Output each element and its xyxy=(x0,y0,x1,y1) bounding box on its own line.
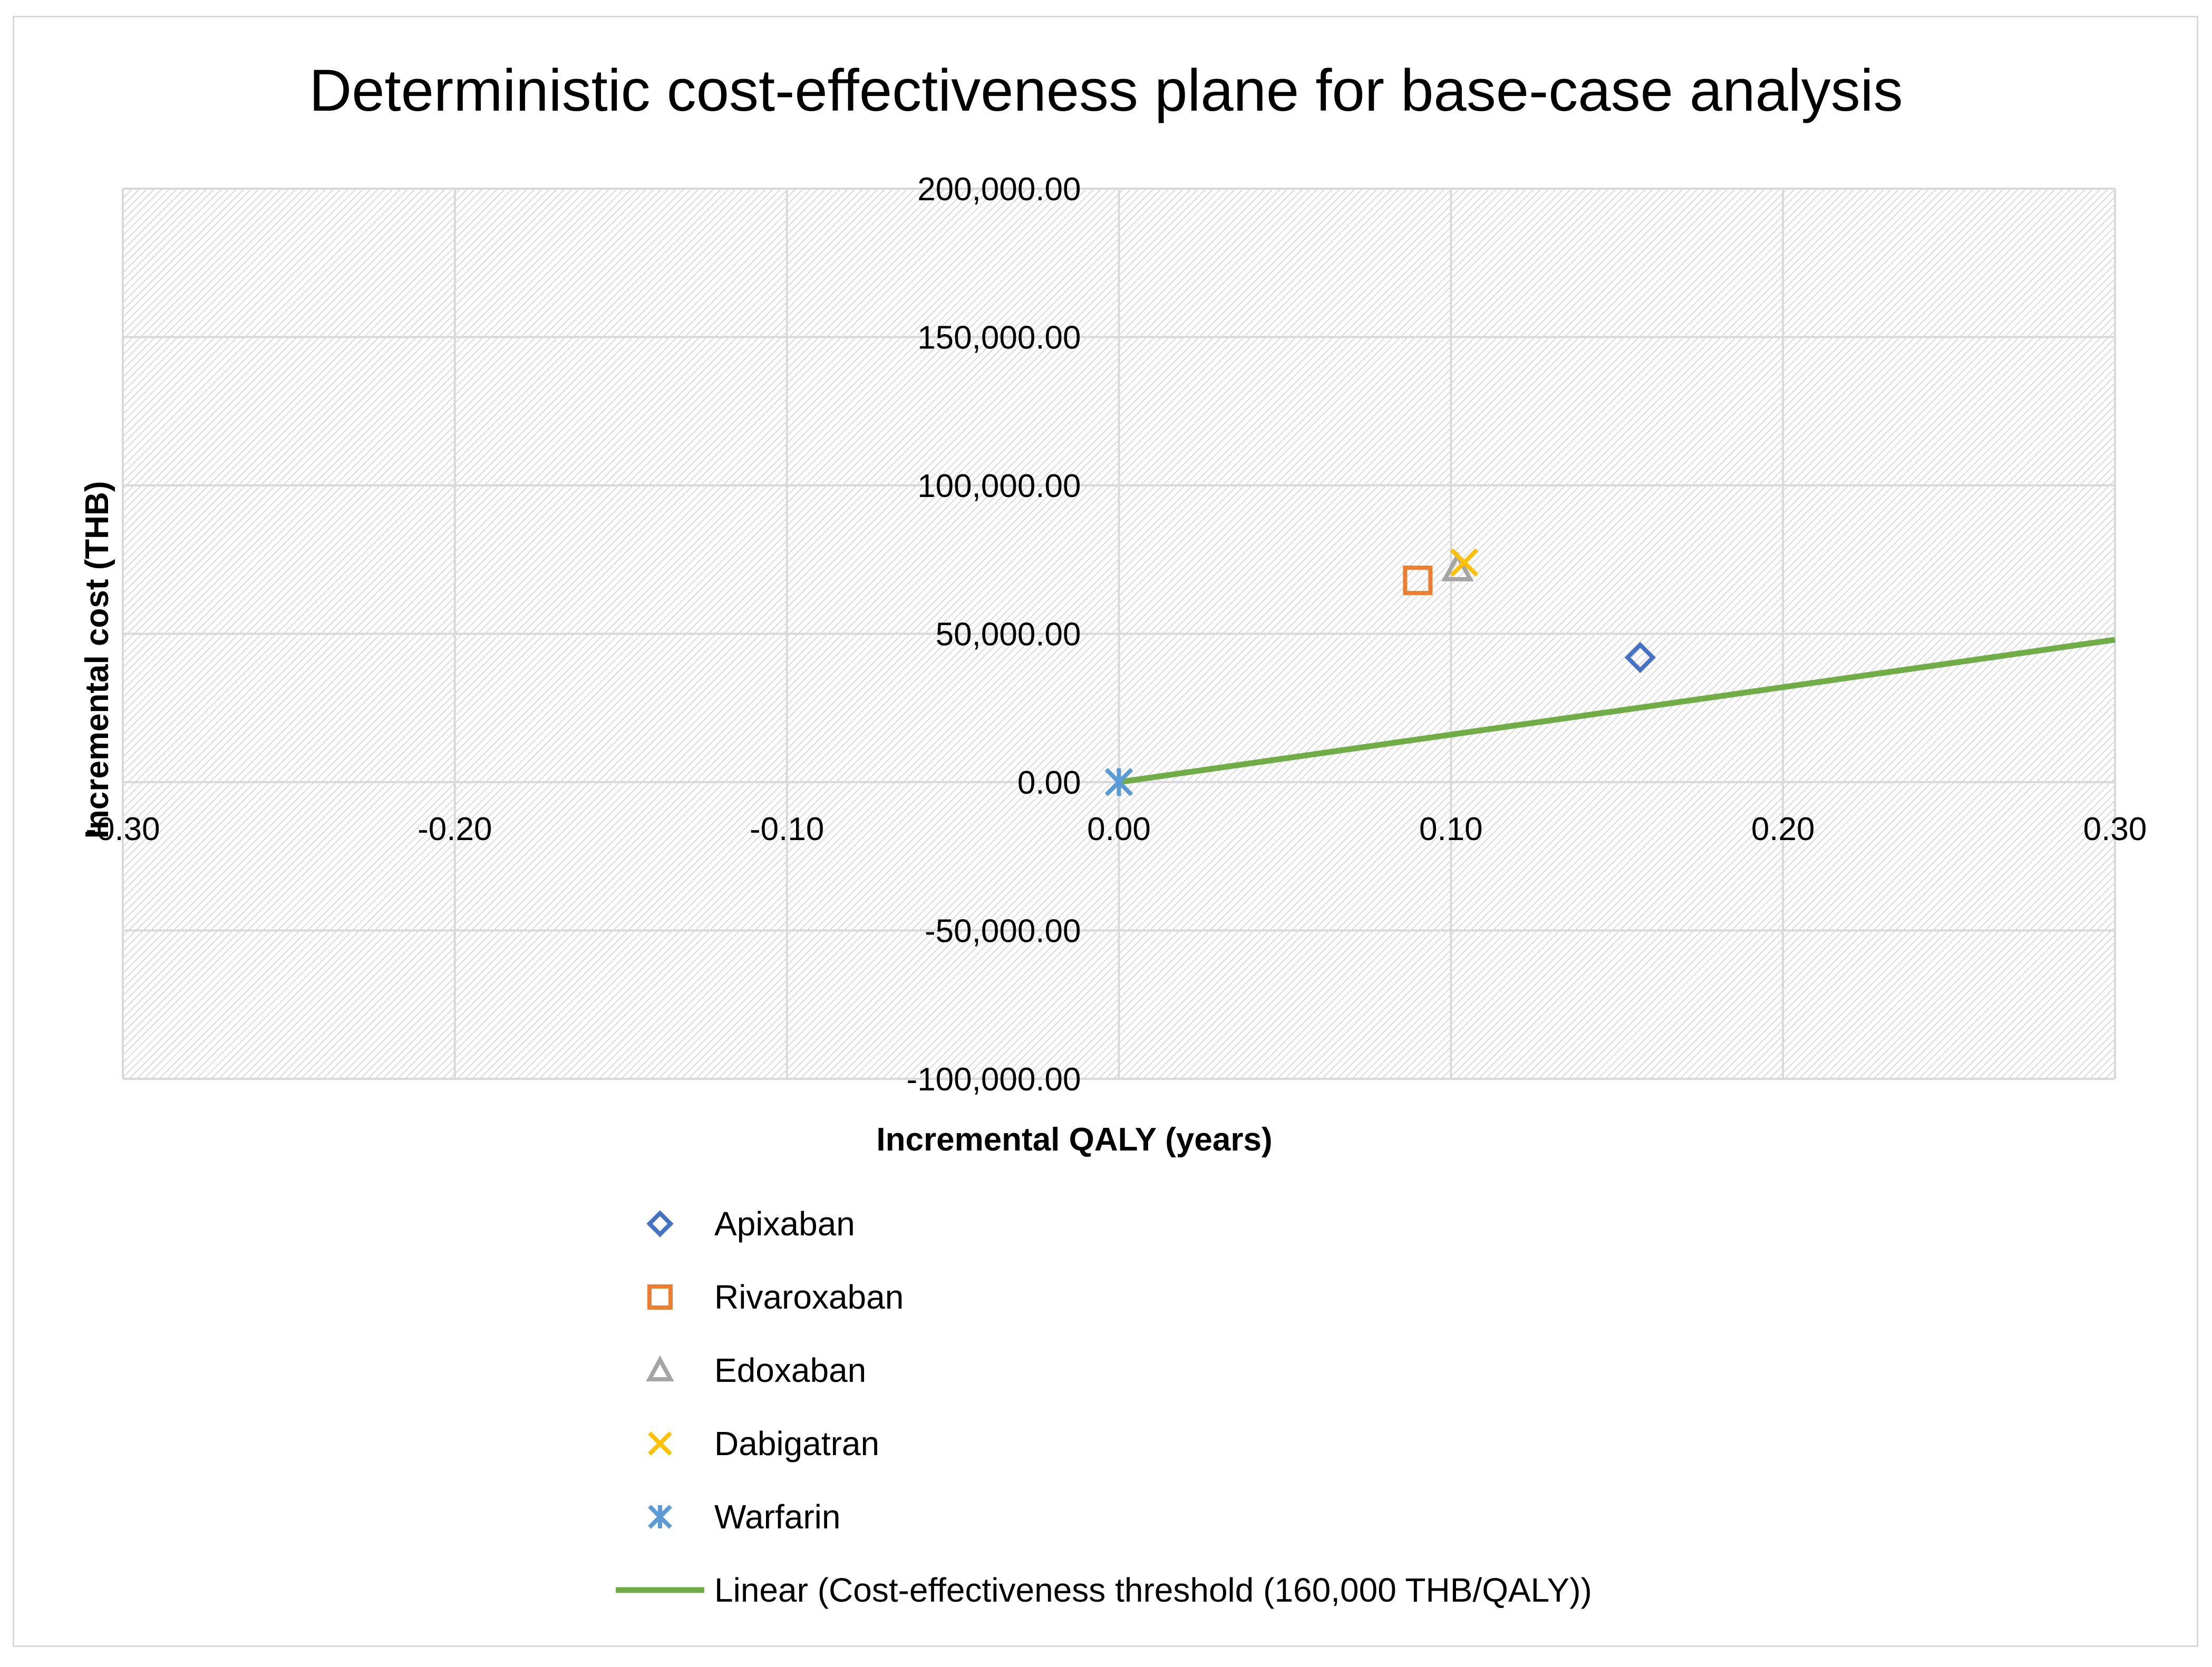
data-point-apixaban xyxy=(1624,641,1656,674)
chart-title: Deterministic cost-effectiveness plane f… xyxy=(309,57,1903,123)
y-axis-label: Incremental cost (THB) xyxy=(79,481,115,839)
legend: Apixaban Rivaroxaban Edoxaban Dabigatran War… xyxy=(616,1205,1592,1609)
x-axis-label: Incremental QALY (years) xyxy=(876,1122,1272,1158)
legend-label: Linear (Cost-effectiveness threshold (16… xyxy=(714,1571,1592,1609)
legend-marker-warfarin xyxy=(648,1505,672,1529)
y-tick-label: 150,000.00 xyxy=(917,320,1081,356)
x-marker-stroke xyxy=(1450,548,1479,577)
y-tick-label: -50,000.00 xyxy=(925,913,1081,950)
legend-label: Dabigatran xyxy=(714,1425,879,1463)
legend-label: Warfarin xyxy=(714,1498,840,1536)
diamond-marker-shape xyxy=(646,1210,674,1237)
data-point-dabigatran xyxy=(1450,548,1479,577)
x-tick-label: 0.30 xyxy=(2083,811,2147,847)
threshold-layer xyxy=(1118,637,2116,785)
data-point-warfarin xyxy=(1104,768,1133,796)
gridlines xyxy=(122,188,2116,1080)
diamond-marker-shape xyxy=(1624,641,1656,674)
y-tick-label: 50,000.00 xyxy=(936,617,1081,653)
legend-marker-dabigatran xyxy=(648,1431,672,1456)
y-tick-label: 100,000.00 xyxy=(917,468,1081,504)
y-tick-label: -100,000.00 xyxy=(907,1061,1081,1098)
x-tick-labels: -0.30 -0.20 -0.10 0.00 0.10 0.20 0.30 xyxy=(85,811,2147,847)
data-point-rivaroxaban xyxy=(1403,566,1433,596)
legend-label: Edoxaban xyxy=(714,1351,866,1389)
y-tick-label: 200,000.00 xyxy=(917,171,1081,208)
y-tick-labels: -100,000.00 -50,000.00 0.00 50,000.00 100,00… xyxy=(907,171,1081,1098)
legend-label: Rivaroxaban xyxy=(714,1278,904,1316)
x-tick-label: 0.00 xyxy=(1087,811,1151,847)
x-tick-label: 0.20 xyxy=(1751,811,1815,847)
data-point-edoxaban xyxy=(1441,551,1474,582)
triangle-marker-shape xyxy=(646,1355,674,1381)
legend-label: Apixaban xyxy=(714,1205,855,1243)
square-marker-shape xyxy=(647,1284,673,1310)
y-tick-label: 0.00 xyxy=(1017,765,1081,801)
x-tick-label: -0.30 xyxy=(85,811,160,847)
square-marker-shape xyxy=(1403,566,1433,596)
x-tick-label: -0.10 xyxy=(750,811,824,847)
legend-marker-apixaban xyxy=(646,1210,674,1237)
legend-marker-rivaroxaban xyxy=(647,1284,673,1310)
legend-marker-edoxaban xyxy=(646,1355,674,1381)
x-tick-label: -0.20 xyxy=(418,811,492,847)
x-tick-label: 0.10 xyxy=(1419,811,1483,847)
triangle-marker-shape xyxy=(1441,551,1474,582)
points-layer xyxy=(1104,548,1656,796)
threshold-line xyxy=(1118,637,2116,785)
x-marker-stroke xyxy=(648,1431,672,1456)
